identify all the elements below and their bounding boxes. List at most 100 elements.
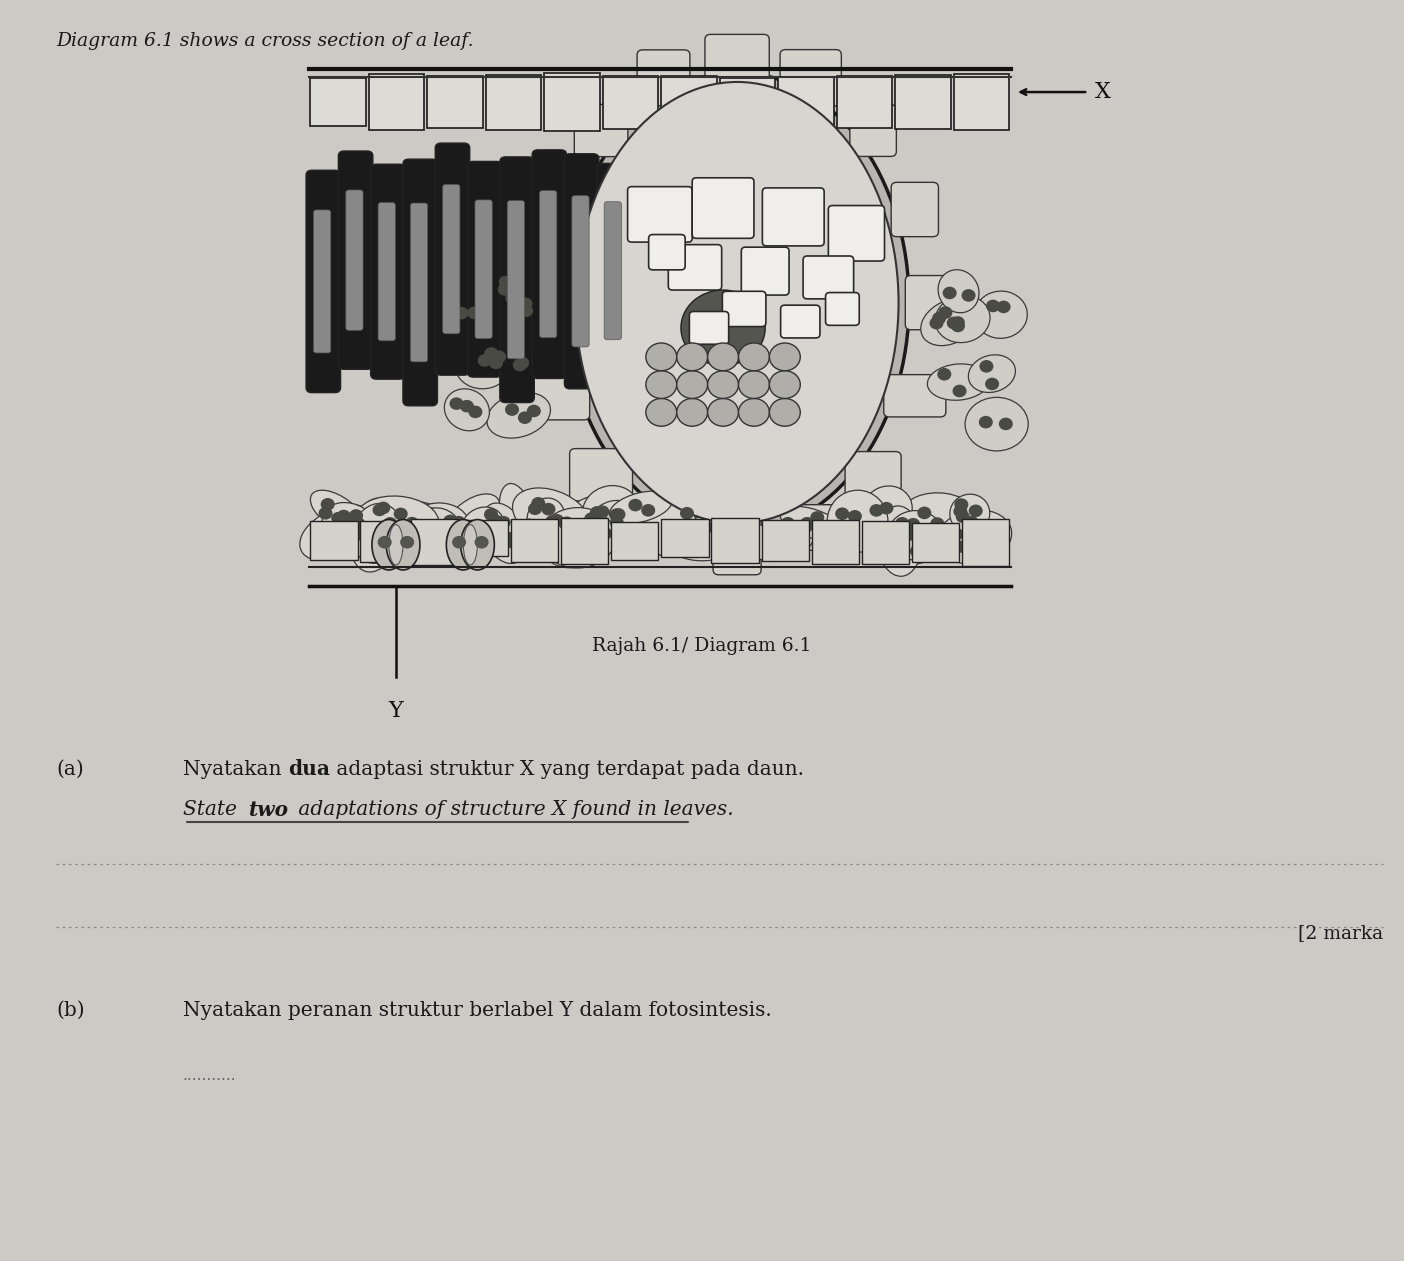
Circle shape: [595, 506, 609, 518]
Ellipse shape: [500, 483, 534, 546]
Ellipse shape: [609, 492, 673, 523]
Ellipse shape: [386, 520, 420, 570]
Text: adaptasi struktur X yang terdapat pada daun.: adaptasi struktur X yang terdapat pada d…: [330, 759, 804, 779]
Ellipse shape: [463, 525, 477, 565]
Circle shape: [518, 298, 532, 310]
Ellipse shape: [352, 503, 402, 564]
Circle shape: [681, 541, 695, 554]
Circle shape: [442, 518, 456, 531]
Ellipse shape: [455, 339, 512, 388]
Circle shape: [514, 300, 528, 313]
Circle shape: [708, 343, 739, 371]
Ellipse shape: [969, 354, 1015, 392]
FancyBboxPatch shape: [310, 521, 358, 560]
Circle shape: [677, 398, 708, 426]
FancyBboxPatch shape: [532, 150, 567, 378]
Text: two: two: [249, 799, 288, 820]
FancyBboxPatch shape: [781, 305, 820, 338]
Circle shape: [955, 498, 969, 511]
Circle shape: [400, 536, 414, 549]
Circle shape: [667, 520, 681, 532]
FancyBboxPatch shape: [507, 200, 525, 359]
Text: State: State: [183, 799, 243, 820]
FancyBboxPatch shape: [633, 501, 694, 555]
FancyBboxPatch shape: [338, 151, 373, 369]
Circle shape: [642, 504, 656, 517]
Circle shape: [515, 357, 529, 369]
Circle shape: [469, 406, 483, 419]
Circle shape: [505, 291, 519, 304]
Text: Rajah 6.1/ Diagram 6.1: Rajah 6.1/ Diagram 6.1: [592, 637, 812, 654]
Circle shape: [590, 537, 604, 550]
Circle shape: [372, 503, 386, 516]
Ellipse shape: [640, 491, 696, 557]
Ellipse shape: [446, 520, 480, 570]
Ellipse shape: [564, 72, 910, 532]
FancyBboxPatch shape: [913, 523, 959, 561]
Circle shape: [497, 282, 511, 295]
Circle shape: [512, 359, 526, 372]
Ellipse shape: [668, 516, 748, 561]
Circle shape: [949, 528, 963, 541]
Circle shape: [848, 509, 862, 522]
Text: Nyatakan: Nyatakan: [183, 759, 288, 779]
Circle shape: [896, 523, 910, 536]
Circle shape: [769, 371, 800, 398]
FancyBboxPatch shape: [310, 78, 366, 126]
FancyBboxPatch shape: [602, 76, 658, 129]
Ellipse shape: [461, 520, 494, 570]
Ellipse shape: [863, 485, 913, 532]
Ellipse shape: [578, 502, 644, 550]
Circle shape: [421, 535, 435, 547]
Circle shape: [491, 351, 505, 363]
FancyBboxPatch shape: [403, 159, 438, 406]
Circle shape: [907, 527, 921, 540]
Circle shape: [677, 371, 708, 398]
Circle shape: [708, 521, 722, 533]
Ellipse shape: [583, 501, 635, 551]
Circle shape: [952, 385, 966, 397]
Circle shape: [910, 526, 924, 538]
Circle shape: [587, 511, 601, 523]
Ellipse shape: [576, 82, 899, 523]
Ellipse shape: [442, 494, 500, 547]
Circle shape: [376, 530, 390, 542]
FancyBboxPatch shape: [692, 178, 754, 238]
Circle shape: [393, 508, 407, 521]
Circle shape: [439, 523, 453, 536]
Ellipse shape: [372, 520, 406, 570]
FancyBboxPatch shape: [862, 521, 910, 564]
Ellipse shape: [322, 503, 378, 549]
Ellipse shape: [439, 299, 494, 339]
Text: ...........: ...........: [183, 1068, 236, 1083]
Circle shape: [424, 520, 438, 532]
Ellipse shape: [413, 508, 463, 562]
Ellipse shape: [410, 503, 469, 545]
FancyBboxPatch shape: [812, 520, 859, 564]
Circle shape: [880, 528, 894, 541]
FancyBboxPatch shape: [896, 74, 951, 130]
Ellipse shape: [484, 330, 539, 382]
Text: (b): (b): [56, 1000, 84, 1020]
Ellipse shape: [928, 364, 990, 400]
FancyBboxPatch shape: [539, 190, 557, 338]
FancyBboxPatch shape: [500, 156, 535, 402]
Ellipse shape: [472, 512, 535, 551]
FancyBboxPatch shape: [781, 49, 841, 106]
FancyBboxPatch shape: [410, 520, 458, 565]
Circle shape: [612, 508, 626, 521]
Circle shape: [385, 521, 399, 533]
Ellipse shape: [778, 511, 816, 555]
Circle shape: [528, 502, 542, 514]
Circle shape: [444, 514, 458, 527]
FancyBboxPatch shape: [762, 188, 824, 246]
FancyBboxPatch shape: [435, 142, 470, 376]
Circle shape: [542, 503, 556, 516]
Circle shape: [609, 508, 623, 521]
Circle shape: [986, 300, 1000, 313]
Ellipse shape: [487, 392, 550, 438]
Circle shape: [590, 533, 604, 546]
FancyBboxPatch shape: [892, 183, 938, 237]
Circle shape: [609, 516, 623, 528]
Ellipse shape: [563, 496, 622, 537]
